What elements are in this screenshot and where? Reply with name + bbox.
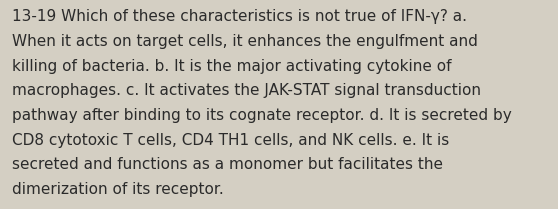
Text: CD8 cytotoxic T cells, CD4 TH1 cells, and NK cells. e. It is: CD8 cytotoxic T cells, CD4 TH1 cells, an… bbox=[12, 133, 450, 148]
Text: secreted and functions as a monomer but facilitates the: secreted and functions as a monomer but … bbox=[12, 157, 443, 172]
Text: 13-19 Which of these characteristics is not true of IFN-γ? a.: 13-19 Which of these characteristics is … bbox=[12, 9, 467, 24]
Text: When it acts on target cells, it enhances the engulfment and: When it acts on target cells, it enhance… bbox=[12, 34, 478, 49]
Text: macrophages. c. It activates the JAK-STAT signal transduction: macrophages. c. It activates the JAK-STA… bbox=[12, 83, 482, 98]
Text: dimerization of its receptor.: dimerization of its receptor. bbox=[12, 182, 224, 197]
Text: killing of bacteria. b. It is the major activating cytokine of: killing of bacteria. b. It is the major … bbox=[12, 59, 452, 74]
Text: pathway after binding to its cognate receptor. d. It is secreted by: pathway after binding to its cognate rec… bbox=[12, 108, 512, 123]
